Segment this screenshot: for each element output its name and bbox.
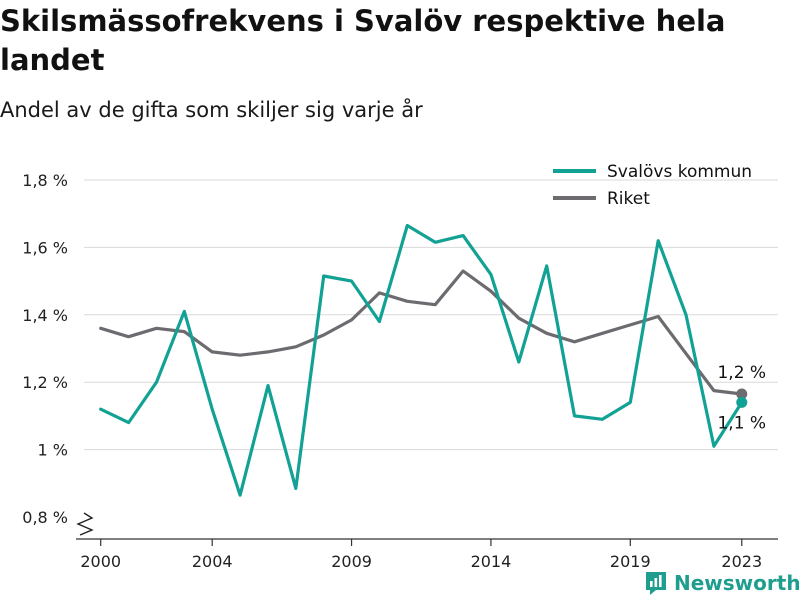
y-tick-label: 1,8 %: [22, 171, 68, 190]
x-tick-label: 2004: [192, 552, 233, 571]
x-tick-label: 2019: [610, 552, 651, 571]
newsworthy-logo: Newsworthy: [644, 568, 800, 598]
y-tick-label: 1,4 %: [22, 306, 68, 325]
y-tick-label: 1,2 %: [22, 373, 68, 392]
axis-break-icon: [76, 512, 94, 536]
series-lines: [99, 223, 748, 497]
legend: Svalövs kommun Riket: [553, 162, 752, 209]
x-axis: 2000 2004 2009 2014 2019 2023: [76, 512, 778, 571]
y-tick-label: 1 %: [38, 441, 68, 460]
x-tick-label: 2023: [721, 552, 762, 571]
end-point-riket: [736, 388, 748, 400]
y-axis: 0,8 % 1 % 1,2 % 1,4 % 1,6 % 1,8 %: [22, 171, 68, 527]
legend-label: Riket: [607, 189, 650, 209]
brand-name: Newsworthy: [674, 571, 800, 595]
gridlines: [84, 179, 778, 451]
legend-label: Svalövs kommun: [607, 162, 752, 182]
series-line-svalov: [99, 223, 744, 497]
end-point-svalov: [736, 396, 748, 408]
chart-title: Skilsmässofrekvens i Svalöv respektive h…: [0, 4, 726, 77]
end-label-riket: 1,2 %: [717, 363, 766, 383]
series-line-riket: [99, 269, 744, 396]
end-labels: 1,2 % 1,1 %: [717, 363, 766, 433]
newsworthy-icon: [646, 572, 666, 595]
y-tick-label: 1,6 %: [22, 238, 68, 257]
x-tick-label: 2014: [471, 552, 512, 571]
chart-subtitle: Andel av de gifta som skiljer sig varje …: [0, 98, 423, 122]
end-label-svalov: 1,1 %: [717, 413, 766, 433]
y-tick-label: 0,8 %: [22, 508, 68, 527]
x-tick-label: 2000: [80, 552, 121, 571]
x-tick-label: 2009: [331, 552, 372, 571]
